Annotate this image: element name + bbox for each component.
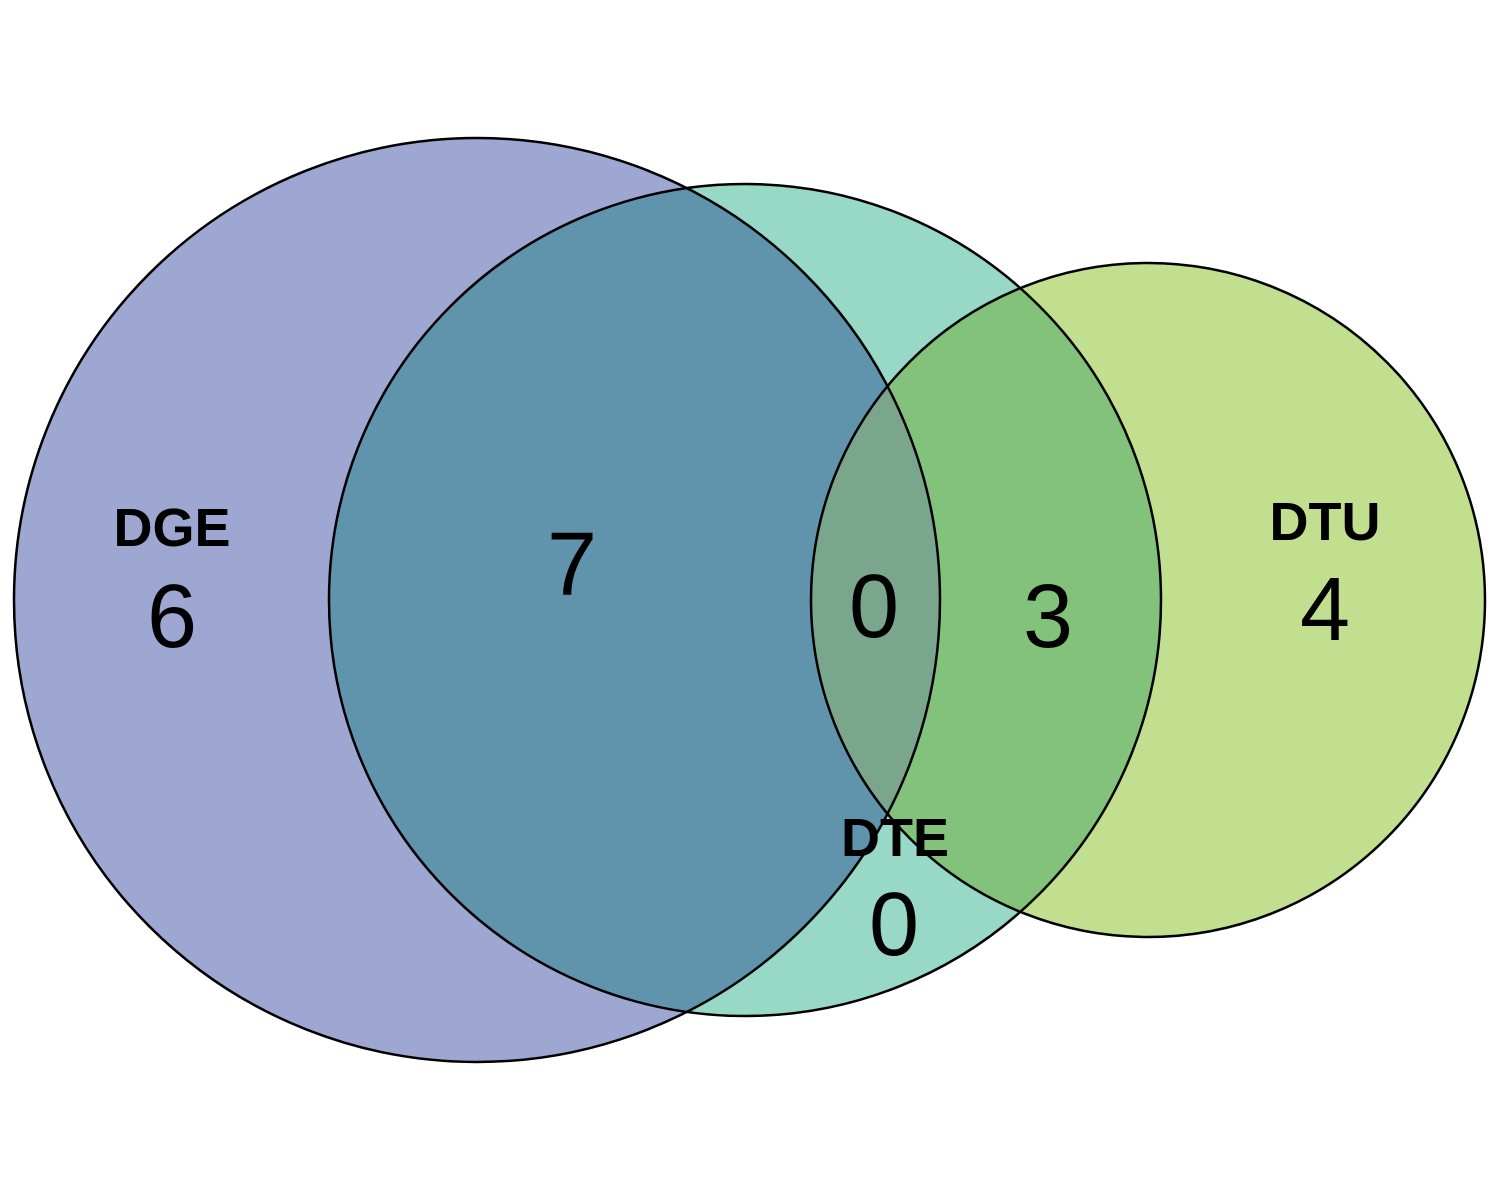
dte-set-label: DTE — [841, 808, 949, 868]
dge-set-label: DGE — [113, 498, 230, 558]
dge-dte-overlap — [329, 184, 940, 1016]
dte-circle-outline — [327, 182, 1163, 1018]
dge-dte-count: 7 — [547, 515, 597, 615]
dge-dte-dtu-count: 0 — [849, 557, 899, 657]
dtu-circle-outline — [809, 261, 1487, 939]
dge-only-count: 6 — [147, 567, 197, 667]
dte-only-count: 0 — [869, 875, 919, 975]
dtu-only-count: 4 — [1300, 560, 1350, 660]
dge-circle-outline — [12, 136, 942, 1064]
dtu-set-label: DTU — [1270, 492, 1381, 552]
dte-dtu-overlap — [811, 263, 1161, 937]
dte-dtu-count: 3 — [1023, 567, 1073, 667]
